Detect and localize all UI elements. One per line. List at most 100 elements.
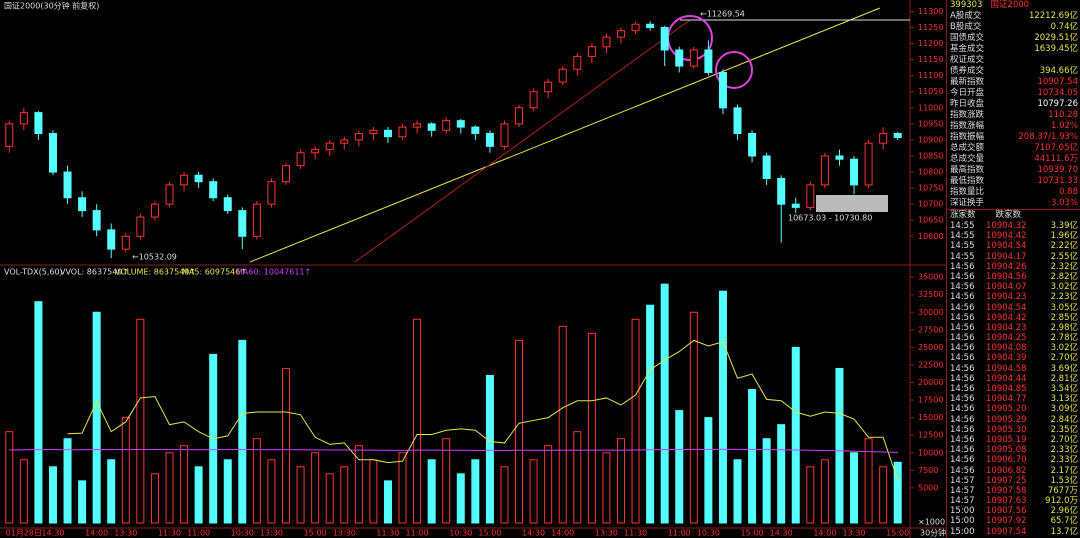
info-label: 指数涨幅 xyxy=(950,121,985,131)
y-tick-label: 10600 xyxy=(918,232,943,241)
candle-body xyxy=(238,210,247,237)
tick-cell: 2.81亿 xyxy=(1050,373,1078,384)
tick-row: 14:56 10904.23 2.98亿 xyxy=(947,323,1080,333)
volume-bar xyxy=(660,283,669,524)
tick-cell: 3.54亿 xyxy=(1050,384,1078,394)
candle-body xyxy=(791,203,800,208)
info-value: 110.28 xyxy=(1048,110,1078,120)
tick-cell: 10904.54 xyxy=(986,302,1027,313)
volume-bar xyxy=(718,290,727,524)
volume-bar xyxy=(427,459,436,524)
tick-cell: 14:56 xyxy=(950,424,975,435)
tick-cell: 10907.25 xyxy=(986,475,1027,486)
tick-cell: 14:56 xyxy=(950,384,975,394)
volume-bar xyxy=(238,339,247,524)
tick-cell: 10904.25 xyxy=(986,333,1027,344)
x-tick-label: 14:00 xyxy=(551,529,574,538)
tick-cell: 14:55 xyxy=(950,251,975,262)
info-row: 指数涨跌 110.28 xyxy=(947,110,1080,121)
info-value: 44111.6万 xyxy=(1034,154,1078,164)
candle-body xyxy=(325,142,334,151)
volume-bar xyxy=(864,438,873,524)
volume-bar xyxy=(558,325,567,524)
info-row: 基金成交 1639.45亿 xyxy=(947,44,1080,55)
volume-bar xyxy=(529,459,538,524)
tick-cell: 2.96亿 xyxy=(1050,506,1078,517)
volume-bar xyxy=(48,466,57,524)
y-tick-label: 5000 xyxy=(918,483,938,492)
volume-bar xyxy=(646,304,655,524)
info-label: A股成交 xyxy=(950,11,982,21)
volume-label: MA5: 6097546↑ xyxy=(182,268,247,277)
tick-cell: 14:56 xyxy=(950,322,975,333)
trend-line xyxy=(354,19,691,263)
info-value: 7107.05亿 xyxy=(1034,143,1078,153)
candle-body xyxy=(879,133,888,144)
candle-body xyxy=(675,49,684,67)
x-tick-label: 13:30 xyxy=(842,529,865,538)
candle-body xyxy=(78,197,87,212)
tick-cell: 14:55 xyxy=(950,241,975,252)
candle-body xyxy=(136,216,145,237)
tick-cell: 3.05亿 xyxy=(1050,302,1078,313)
info-row: 今日开盘 10734.05 xyxy=(947,88,1080,99)
tick-cell: 10907.58 xyxy=(986,485,1027,496)
volume-bar xyxy=(369,459,378,524)
tick-cell: 10904.42 xyxy=(986,231,1027,242)
candle-body xyxy=(121,235,130,250)
tick-row: 14:56 10904.54 3.05亿 xyxy=(947,303,1080,313)
y-tick-label: 11000 xyxy=(918,103,943,112)
candle-body xyxy=(427,123,436,131)
tick-cell: 2.22亿 xyxy=(1050,241,1078,252)
tick-cell: 3.09亿 xyxy=(1050,404,1078,415)
tick-cell: 2.32亿 xyxy=(1050,261,1078,272)
y-tick-label: 20000 xyxy=(918,378,943,387)
info-label: 权证成交 xyxy=(950,55,985,65)
candle-body xyxy=(5,123,14,147)
volume-bar xyxy=(806,466,815,524)
info-row: 最低指数 10731.33 xyxy=(947,176,1080,187)
y-tick-label: 10750 xyxy=(918,184,943,193)
y-tick-label: 32500 xyxy=(918,290,943,299)
volume-bar xyxy=(442,438,451,524)
y-tick-label: 22500 xyxy=(918,360,943,369)
volume-bar xyxy=(194,466,203,524)
tick-row: 14:56 10905.20 3.09亿 xyxy=(947,404,1080,414)
volume-bar xyxy=(282,367,291,524)
volume-bar xyxy=(311,452,320,524)
tick-row: 14:56 10904.44 2.81亿 xyxy=(947,374,1080,384)
tick-cell: 10904.77 xyxy=(986,394,1027,405)
tick-cell: 14:56 xyxy=(950,292,975,303)
tick-row: 14:56 10904.23 2.23亿 xyxy=(947,292,1080,302)
tick-row: 15:00 10907.56 2.96亿 xyxy=(947,506,1080,516)
volume-label: MA60: 10047611↑ xyxy=(236,268,311,277)
volume-bar xyxy=(748,389,757,524)
tick-cell: 10904.54 xyxy=(986,241,1027,252)
tick-cell: 2.98亿 xyxy=(1050,322,1078,333)
ma-line xyxy=(9,448,898,453)
y-tick-label: 11300 xyxy=(918,7,943,16)
volume-bar xyxy=(34,301,43,524)
volume-bar xyxy=(121,417,130,524)
info-label: 指数振幅 xyxy=(950,132,985,142)
info-label: 债券成交 xyxy=(950,66,985,76)
x-tick-label: 14:30 xyxy=(41,529,64,538)
volume-label: VOLUME: 8637549↑ xyxy=(115,268,196,277)
tick-cell: 2.35亿 xyxy=(1050,424,1078,435)
tick-cell: 2.33亿 xyxy=(1050,445,1078,456)
tick-cell: 10906.82 xyxy=(986,465,1027,476)
tick-cell: 10904.26 xyxy=(986,261,1027,272)
annotation: 10673.03 - 10730.80 xyxy=(788,214,872,223)
tick-cell: 3.02亿 xyxy=(1050,343,1078,354)
y-tick-label: 11250 xyxy=(918,23,943,32)
volume-bar xyxy=(500,466,509,524)
tick-cell: 2.85亿 xyxy=(1050,312,1078,323)
tick-cell: 10905.08 xyxy=(986,445,1027,456)
tick-cell: 2.55亿 xyxy=(1050,251,1078,262)
ticks-header: 涨家数 跌家数 xyxy=(947,209,1080,221)
header-cell: 涨家数 xyxy=(950,210,976,220)
x-tick-label: 10:30 xyxy=(231,529,254,538)
tick-cell: 2.33亿 xyxy=(1050,455,1078,466)
volume-bar xyxy=(616,438,625,524)
